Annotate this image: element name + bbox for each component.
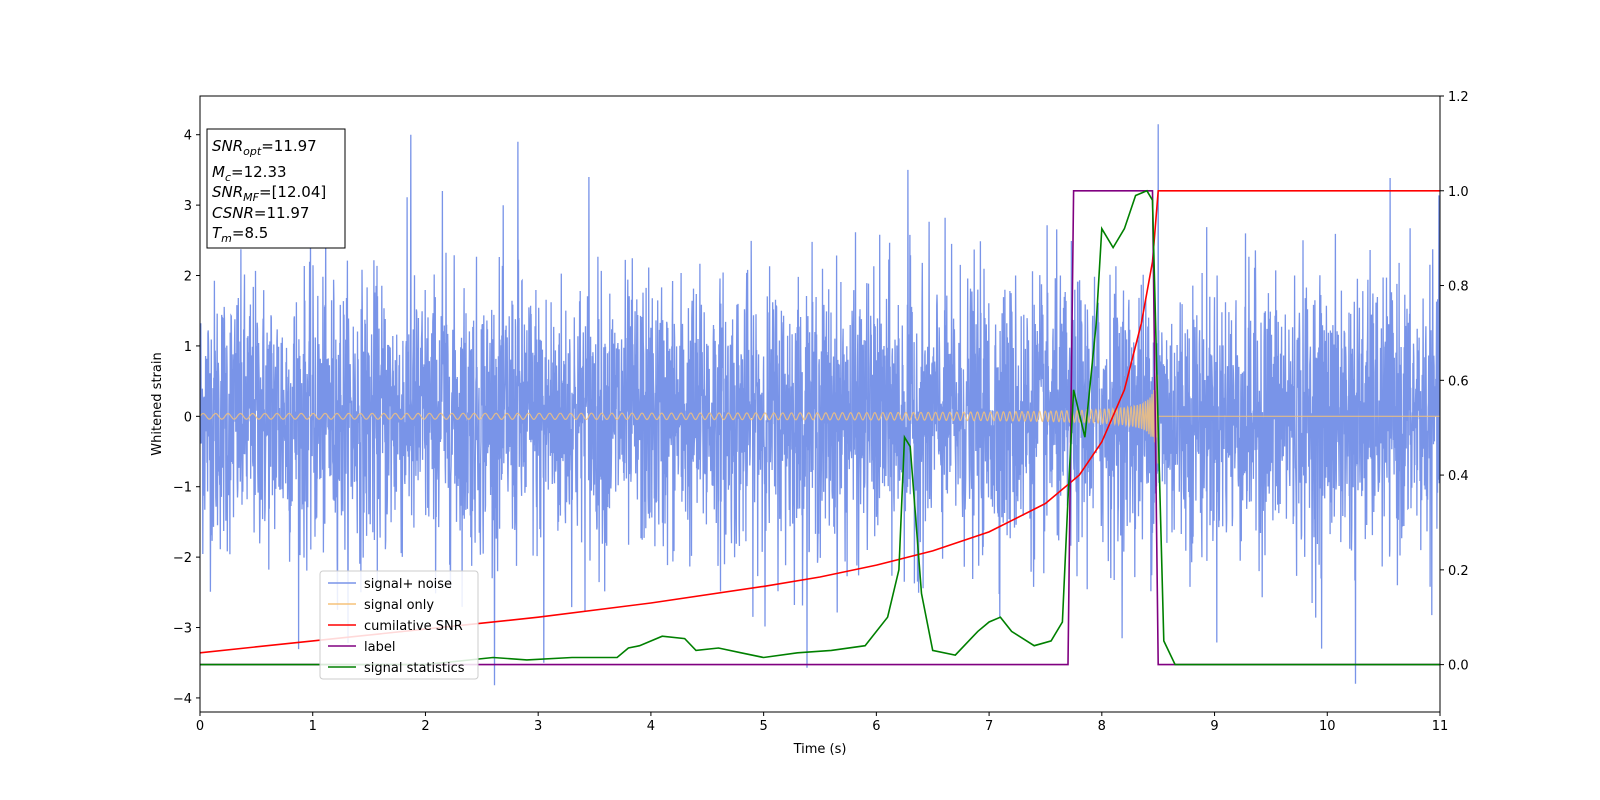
annotation-box: SNRopt=11.97 Mc=12.33 SNRMF=[12.04] CSNR… — [206, 128, 346, 249]
y-tick-label: −3 — [173, 622, 192, 637]
snr-mf-subscript: MF — [243, 191, 259, 204]
axes-layer: 0 1 2 3 4 5 6 7 8 9 10 1143210−1−2−3−40.00.20.40.60… — [173, 90, 1469, 734]
annotation-frame — [206, 128, 346, 249]
annotation-snr-mf: SNRMF=[12.04] — [212, 183, 326, 204]
x-tick-label: 3 — [534, 719, 542, 734]
legend-label-signal-statistics: signal statistics — [364, 661, 465, 676]
snr-mf-symbol: SNR — [212, 183, 243, 201]
y-tick-label: 4 — [184, 129, 192, 144]
mc-subscript: c — [225, 171, 231, 184]
annotation-tm: Tm=8.5 — [212, 224, 268, 245]
series-signal-only — [200, 374, 1440, 464]
y2-tick-label: 0.8 — [1448, 280, 1469, 295]
y2-tick-label: 1.2 — [1448, 90, 1469, 105]
y2-tick-label: 0.6 — [1448, 374, 1469, 389]
annotation-mc: Mc=12.33 — [212, 163, 287, 184]
tm-symbol: T — [212, 224, 223, 242]
series-signal-noise — [200, 124, 1440, 686]
x-tick-label: 1 — [309, 719, 317, 734]
legend-label-signal-noise: signal+ noise — [364, 577, 452, 592]
snr-opt-symbol: SNR — [212, 137, 243, 155]
y-tick-label: −4 — [173, 692, 192, 707]
snr-opt-value: =11.97 — [261, 137, 317, 155]
y-tick-label: −2 — [173, 551, 192, 566]
x-tick-label: 2 — [421, 719, 429, 734]
x-tick-label: 5 — [759, 719, 767, 734]
y2-tick-label: 0.4 — [1448, 469, 1469, 484]
y-tick-label: 0 — [184, 410, 192, 425]
legend: signal+ noise signal only cumilative SNR… — [319, 570, 479, 680]
y2-tick-label: 0.0 — [1448, 659, 1469, 674]
legend-label-label: label — [364, 640, 395, 655]
series-layer — [200, 124, 1440, 686]
y2-tick-label: 1.0 — [1448, 185, 1469, 200]
snr-mf-value: =[12.04] — [259, 183, 326, 201]
x-tick-label: 8 — [1098, 719, 1106, 734]
annotation-csnr: CSNR=11.97 — [212, 204, 309, 222]
legend-label-cumulative-snr: cumilative SNR — [364, 619, 463, 634]
x-tick-label: 11 — [1432, 719, 1449, 734]
x-tick-label: 4 — [647, 719, 655, 734]
mc-value: =12.33 — [231, 163, 287, 181]
mc-symbol: M — [212, 163, 225, 181]
y2-tick-label: 0.2 — [1448, 564, 1469, 579]
series-cumulative-snr — [200, 190, 1440, 654]
y-tick-label: 2 — [184, 270, 192, 285]
tm-value: =8.5 — [232, 224, 268, 242]
x-tick-label: 0 — [196, 719, 204, 734]
x-tick-label: 9 — [1210, 719, 1218, 734]
plot-frame — [199, 95, 1441, 713]
x-axis-label: Time (s) — [793, 742, 847, 757]
csnr-symbol: CSNR — [212, 204, 254, 222]
x-tick-label: 7 — [985, 719, 993, 734]
annotation-snr-opt: SNRopt=11.97 — [212, 137, 317, 158]
y-tick-label: 3 — [184, 199, 192, 214]
y-tick-label: 1 — [184, 340, 192, 355]
x-tick-label: 6 — [872, 719, 880, 734]
snr-opt-subscript: opt — [243, 145, 262, 158]
csnr-value: =11.97 — [254, 204, 310, 222]
tm-subscript: m — [221, 232, 232, 245]
y-axis-label: Whitened strain — [150, 352, 165, 455]
legend-frame — [319, 570, 479, 680]
x-tick-label: 10 — [1319, 719, 1336, 734]
legend-label-signal-only: signal only — [364, 598, 434, 613]
y-tick-label: −1 — [173, 481, 192, 496]
series-signal-statistics — [200, 189, 1440, 666]
